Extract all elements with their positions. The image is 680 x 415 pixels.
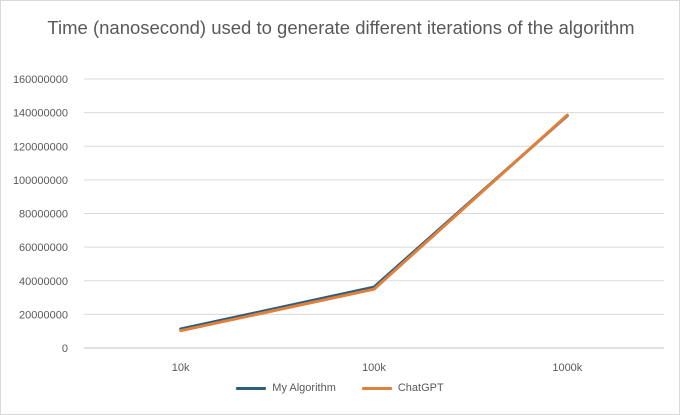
legend-swatch-my-algorithm xyxy=(236,386,267,390)
legend-swatch-chatgpt xyxy=(361,386,392,390)
y-tick-label: 0 xyxy=(62,343,68,355)
x-tick-label: 100k xyxy=(362,362,386,374)
x-tick-label: 10k xyxy=(172,362,190,374)
chart-legend: My Algorithm ChatGPT xyxy=(0,382,680,394)
series-line-chatgpt xyxy=(179,113,569,333)
y-tick-label: 40000000 xyxy=(19,276,68,288)
chart-title: Time (nanosecond) used to generate diffe… xyxy=(47,17,635,38)
y-tick-label: 60000000 xyxy=(19,242,68,254)
y-tick-label: 20000000 xyxy=(19,309,68,321)
x-tick-label: 1000k xyxy=(552,362,582,374)
series-line-my-algorithm xyxy=(179,114,569,331)
legend-item-my-algorithm: My Algorithm xyxy=(236,382,336,394)
y-tick-label: 140000000 xyxy=(13,108,68,120)
y-tick-label: 120000000 xyxy=(13,141,68,153)
legend-label-chatgpt: ChatGPT xyxy=(397,382,444,394)
legend-item-chatgpt: ChatGPT xyxy=(361,382,444,394)
y-tick-label: 160000000 xyxy=(13,74,68,86)
y-tick-label: 80000000 xyxy=(19,209,68,221)
legend-label-my-algorithm: My Algorithm xyxy=(272,382,336,394)
y-tick-label: 100000000 xyxy=(13,175,68,187)
